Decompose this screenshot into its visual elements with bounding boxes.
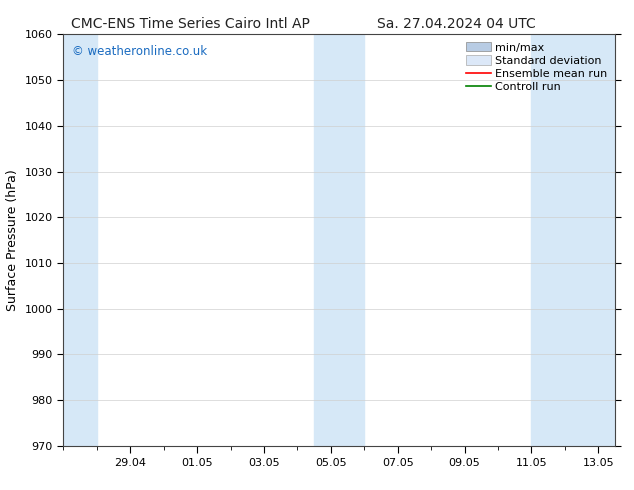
Legend: min/max, Standard deviation, Ensemble mean run, Controll run: min/max, Standard deviation, Ensemble me… [464, 40, 609, 95]
Bar [63, 34, 97, 446]
Bar [314, 34, 365, 446]
Text: CMC-ENS Time Series Cairo Intl AP: CMC-ENS Time Series Cairo Intl AP [71, 17, 309, 31]
Bar [531, 34, 615, 446]
Y-axis label: Surface Pressure (hPa): Surface Pressure (hPa) [6, 169, 19, 311]
Text: Sa. 27.04.2024 04 UTC: Sa. 27.04.2024 04 UTC [377, 17, 536, 31]
Text: © weatheronline.co.uk: © weatheronline.co.uk [72, 45, 207, 58]
